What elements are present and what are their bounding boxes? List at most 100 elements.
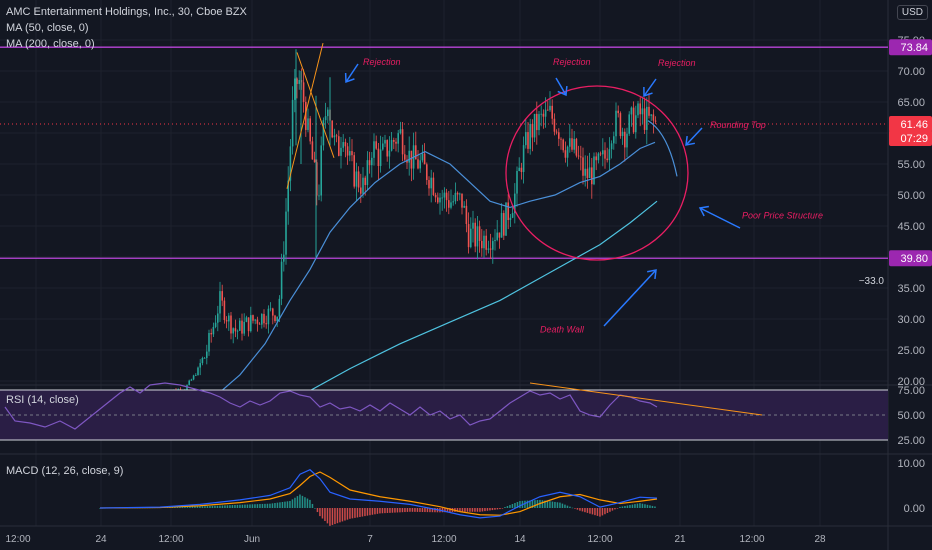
- candle-body: [298, 80, 300, 84]
- candle-body: [267, 308, 270, 325]
- macd-bar: [261, 503, 264, 508]
- macd-bar: [279, 502, 281, 508]
- poor-structure-arrow: [699, 207, 741, 229]
- macd-bar: [281, 501, 284, 508]
- time-tick-10: 21: [674, 534, 686, 545]
- macd-bar: [449, 508, 451, 513]
- macd-bar: [494, 508, 496, 510]
- price-tick-35.00: 35.00: [897, 283, 925, 295]
- macd-bar: [444, 508, 446, 513]
- candle-body: [353, 155, 355, 187]
- candle-body: [549, 105, 551, 111]
- time-tick-2: 12:00: [158, 534, 183, 545]
- macd-bar: [176, 506, 179, 508]
- macd-bar: [411, 508, 414, 512]
- candle-body: [617, 110, 619, 114]
- macd-bar: [381, 508, 384, 514]
- candle-body: [562, 139, 564, 151]
- price-label-bg-3: [889, 250, 932, 267]
- candle-body: [483, 235, 485, 249]
- candle-body: [566, 146, 569, 158]
- macd-bar: [224, 505, 226, 508]
- macd-bar: [584, 508, 586, 513]
- macd-bar: [419, 508, 421, 512]
- macd-bar: [479, 508, 481, 512]
- macd-bar: [376, 508, 379, 514]
- candle-body: [547, 109, 549, 111]
- ma50-legend[interactable]: MA (50, close, 0): [6, 22, 89, 34]
- macd-bar: [481, 508, 484, 512]
- price-label-0: 73.84: [900, 42, 928, 54]
- macd-bar: [484, 508, 486, 512]
- candle-body: [236, 330, 239, 332]
- price-label-bg-1: [889, 115, 932, 132]
- candle-body: [445, 192, 448, 201]
- macd-bar: [184, 506, 186, 508]
- macd-bar: [341, 508, 344, 522]
- macd-bar: [329, 508, 331, 526]
- candle-body: [254, 319, 256, 321]
- macd-bar: [299, 494, 301, 508]
- candle-body: [437, 197, 439, 203]
- rejection-arrow-1-head: [344, 72, 355, 84]
- macd-bar: [256, 504, 259, 508]
- candle-body: [258, 323, 261, 325]
- candle-body: [538, 114, 540, 131]
- candle-body: [256, 319, 259, 324]
- candle-body: [580, 156, 582, 158]
- macd-bar: [589, 508, 591, 514]
- candle-body: [278, 298, 281, 317]
- macd-bar: [241, 504, 244, 508]
- candle-body: [355, 171, 358, 187]
- candle-body: [626, 133, 628, 148]
- macd-bar: [421, 508, 424, 513]
- candle-body: [474, 222, 476, 247]
- candle-body: [375, 141, 377, 149]
- time-tick-3: Jun: [244, 534, 260, 545]
- macd-bar: [649, 505, 651, 508]
- macd-bar: [374, 508, 376, 515]
- macd-bar: [236, 504, 239, 508]
- candle-body: [276, 316, 278, 322]
- macd-bar: [379, 508, 381, 514]
- candle-body: [373, 141, 375, 158]
- price-label-2: 07:29: [900, 133, 928, 145]
- candle-body: [397, 133, 399, 144]
- macd-bar: [311, 503, 314, 508]
- macd-bar: [416, 508, 419, 512]
- macd-bar: [424, 508, 426, 513]
- ma200-legend[interactable]: MA (200, close, 0): [6, 38, 95, 50]
- candle-body: [423, 153, 426, 165]
- candle-body: [395, 141, 397, 144]
- candle-body: [351, 151, 353, 156]
- candle-body: [408, 150, 410, 163]
- macd-bar: [244, 504, 246, 508]
- macd-bar: [471, 508, 474, 512]
- macd-bar: [386, 508, 389, 513]
- macd-bar: [319, 508, 321, 517]
- candle-body: [390, 140, 393, 151]
- macd-bar: [196, 506, 199, 508]
- candle-body: [247, 317, 250, 332]
- candle-body: [322, 120, 325, 146]
- currency-button[interactable]: USD: [896, 5, 928, 20]
- macd-bar: [194, 506, 196, 508]
- candle-body: [360, 187, 362, 194]
- candle-body: [265, 323, 267, 325]
- candle-body: [511, 213, 514, 218]
- price-tick-65.00: 65.00: [897, 97, 925, 109]
- macd-bar: [276, 502, 279, 508]
- candle-body: [426, 164, 428, 181]
- macd-bar: [654, 506, 656, 508]
- macd-bar: [331, 508, 334, 525]
- macd-bar: [359, 508, 361, 517]
- macd-bar: [99, 508, 101, 509]
- price-tick-70.00: 70.00: [897, 66, 925, 78]
- rsi-trendline: [529, 382, 763, 416]
- macd-bar: [234, 504, 236, 508]
- candle-body: [289, 146, 292, 181]
- candle-body: [280, 261, 283, 299]
- candle-body: [509, 217, 512, 220]
- price-tick-20.00: 20.00: [897, 376, 925, 388]
